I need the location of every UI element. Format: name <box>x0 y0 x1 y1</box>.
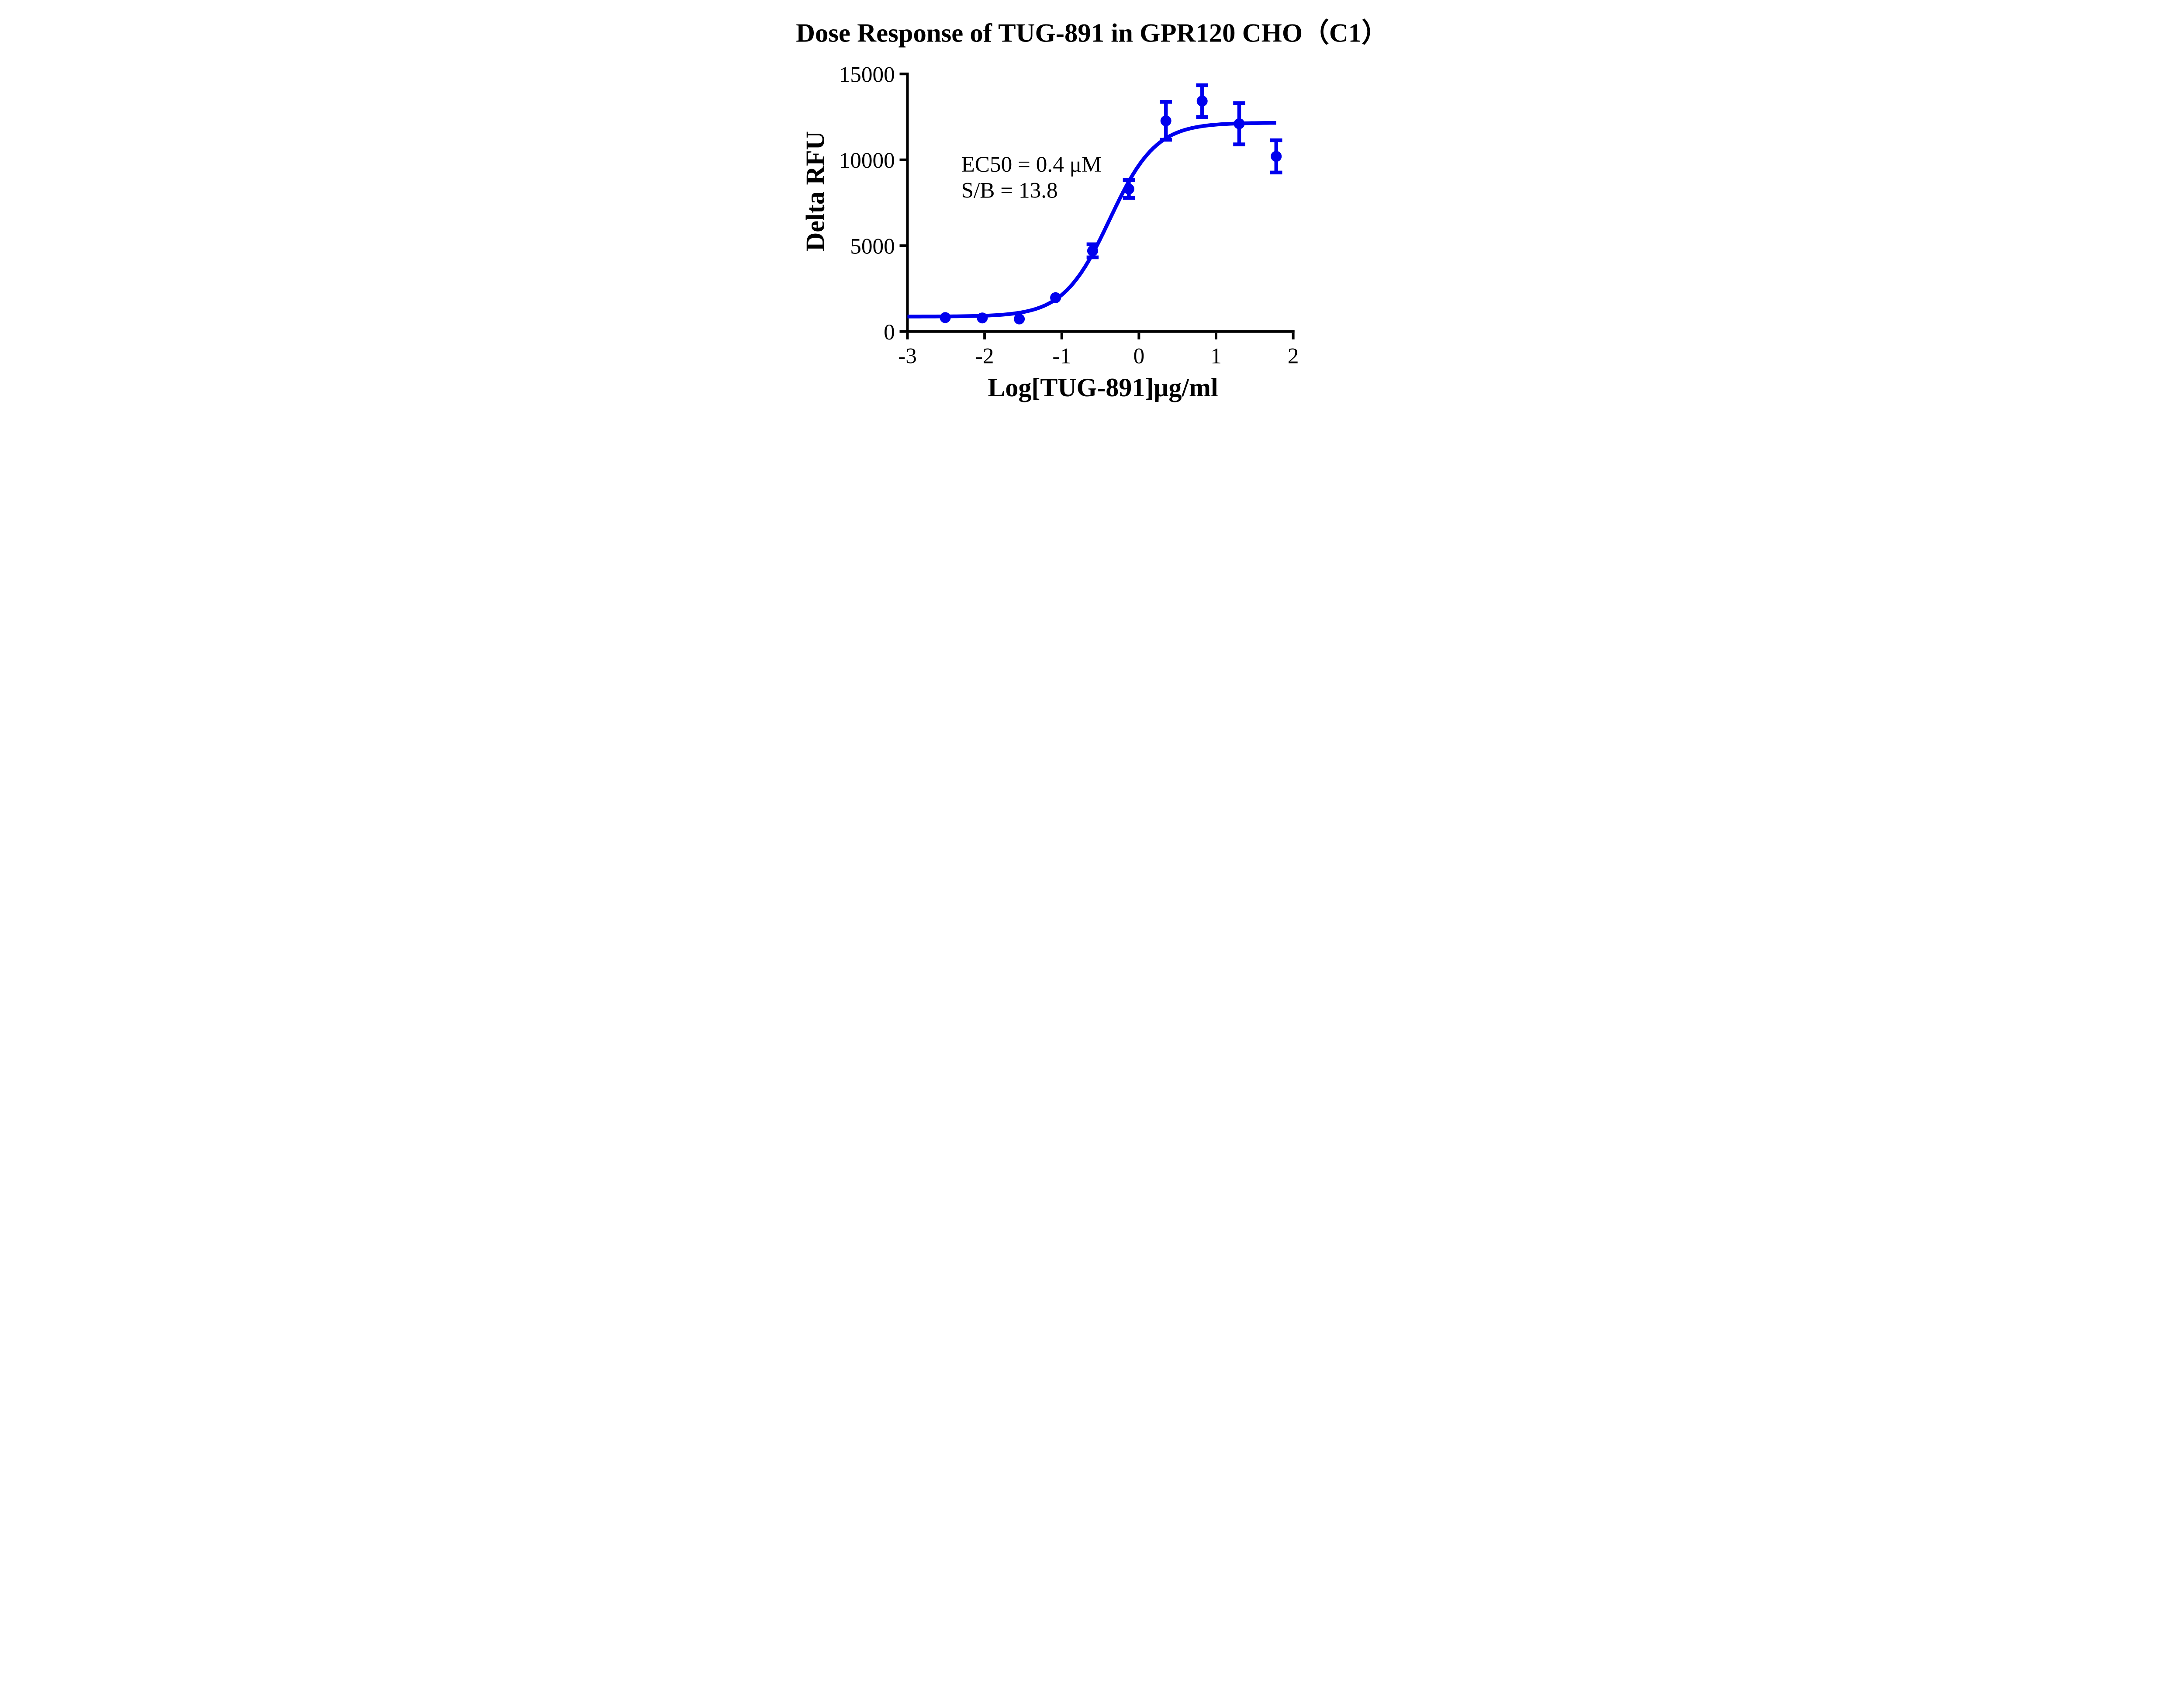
x-tick <box>906 332 909 339</box>
x-tick <box>1292 332 1295 339</box>
axes <box>899 73 1295 339</box>
x-axis-line <box>906 330 1295 333</box>
data-point <box>1234 118 1245 129</box>
data-point <box>977 312 988 324</box>
figure: Dose Response of TUG-891 in GPR120 CHO（C… <box>788 0 1396 421</box>
x-tick <box>1215 332 1217 339</box>
annotation-sb: S/B = 13.8 <box>961 178 1058 203</box>
data-point <box>1271 151 1282 162</box>
data-point <box>1160 115 1171 127</box>
annotation-ec50: EC50 = 0.4 μM <box>961 152 1102 177</box>
x-tick-label: -2 <box>975 343 994 368</box>
chart-title: Dose Response of TUG-891 in GPR120 CHO（C… <box>796 18 1388 48</box>
data-point <box>1087 245 1098 256</box>
y-tick-labels: 0 5000 10000 15000 <box>839 62 895 345</box>
data-point <box>1123 184 1134 195</box>
y-tick-label: 0 <box>884 320 895 345</box>
data-point <box>940 312 951 323</box>
data-point <box>1050 292 1061 303</box>
y-tick-label: 15000 <box>839 62 895 87</box>
x-tick-label: 2 <box>1288 343 1299 368</box>
y-tick-label: 5000 <box>850 234 895 259</box>
chart-background <box>788 0 1396 421</box>
y-tick <box>899 73 906 76</box>
x-tick <box>1137 332 1140 339</box>
x-tick-label: 1 <box>1210 343 1222 368</box>
x-tick-label: 0 <box>1133 343 1145 368</box>
x-tick <box>983 332 986 339</box>
x-tick-labels: -3 -2 -1 0 1 2 <box>898 343 1299 368</box>
y-tick <box>899 244 906 247</box>
data-point <box>1196 95 1208 107</box>
x-tick-label: -3 <box>898 343 917 368</box>
y-tick <box>899 330 906 333</box>
y-tick <box>899 158 906 161</box>
y-tick-label: 10000 <box>839 148 895 173</box>
y-axis-line <box>906 73 909 333</box>
x-axis-title: Log[TUG-891]μg/ml <box>988 373 1218 402</box>
data-point <box>1014 313 1025 325</box>
y-axis-title: Delta RFU <box>801 131 829 251</box>
x-tick <box>1060 332 1063 339</box>
dose-response-chart: Dose Response of TUG-891 in GPR120 CHO（C… <box>788 0 1396 421</box>
data-points <box>940 83 1282 325</box>
x-tick-label: -1 <box>1052 343 1071 368</box>
